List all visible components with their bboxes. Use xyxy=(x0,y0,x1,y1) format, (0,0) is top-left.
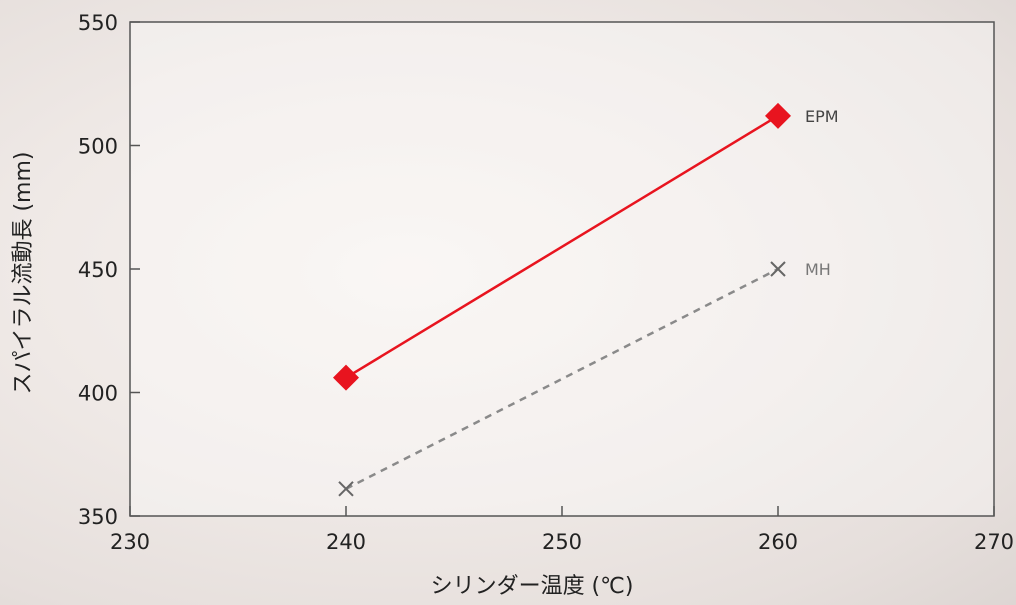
mh-series-label: MH xyxy=(805,260,831,279)
mh-series-line xyxy=(345,267,779,490)
epm-series-line xyxy=(345,114,779,379)
plot-area xyxy=(129,21,995,517)
y-tick-label: 400 xyxy=(78,382,118,406)
series-layer: EPM MH xyxy=(333,102,839,497)
x-tick-label: 260 xyxy=(758,530,798,554)
axes: 230 240 250 260 270 350 400 450 500 550 xyxy=(78,11,1014,554)
y-tick-label: 450 xyxy=(78,258,118,282)
mh-point xyxy=(338,481,354,497)
x-tick-label: 240 xyxy=(326,530,366,554)
epm-point xyxy=(765,102,791,129)
x-axis-label: シリンダー温度 (℃) xyxy=(431,574,634,599)
y-tick-label: 350 xyxy=(78,505,118,529)
mh-point xyxy=(770,261,786,277)
x-tick-label: 230 xyxy=(110,530,150,554)
epm-point xyxy=(333,364,359,391)
x-tick-label: 250 xyxy=(542,530,582,554)
epm-series-label: EPM xyxy=(805,107,839,126)
x-tick-label: 270 xyxy=(974,530,1014,554)
y-axis-label: スパイラル流動長 (mm) xyxy=(11,151,36,394)
y-tick-label: 550 xyxy=(78,11,118,35)
y-tick-label: 500 xyxy=(78,135,118,159)
